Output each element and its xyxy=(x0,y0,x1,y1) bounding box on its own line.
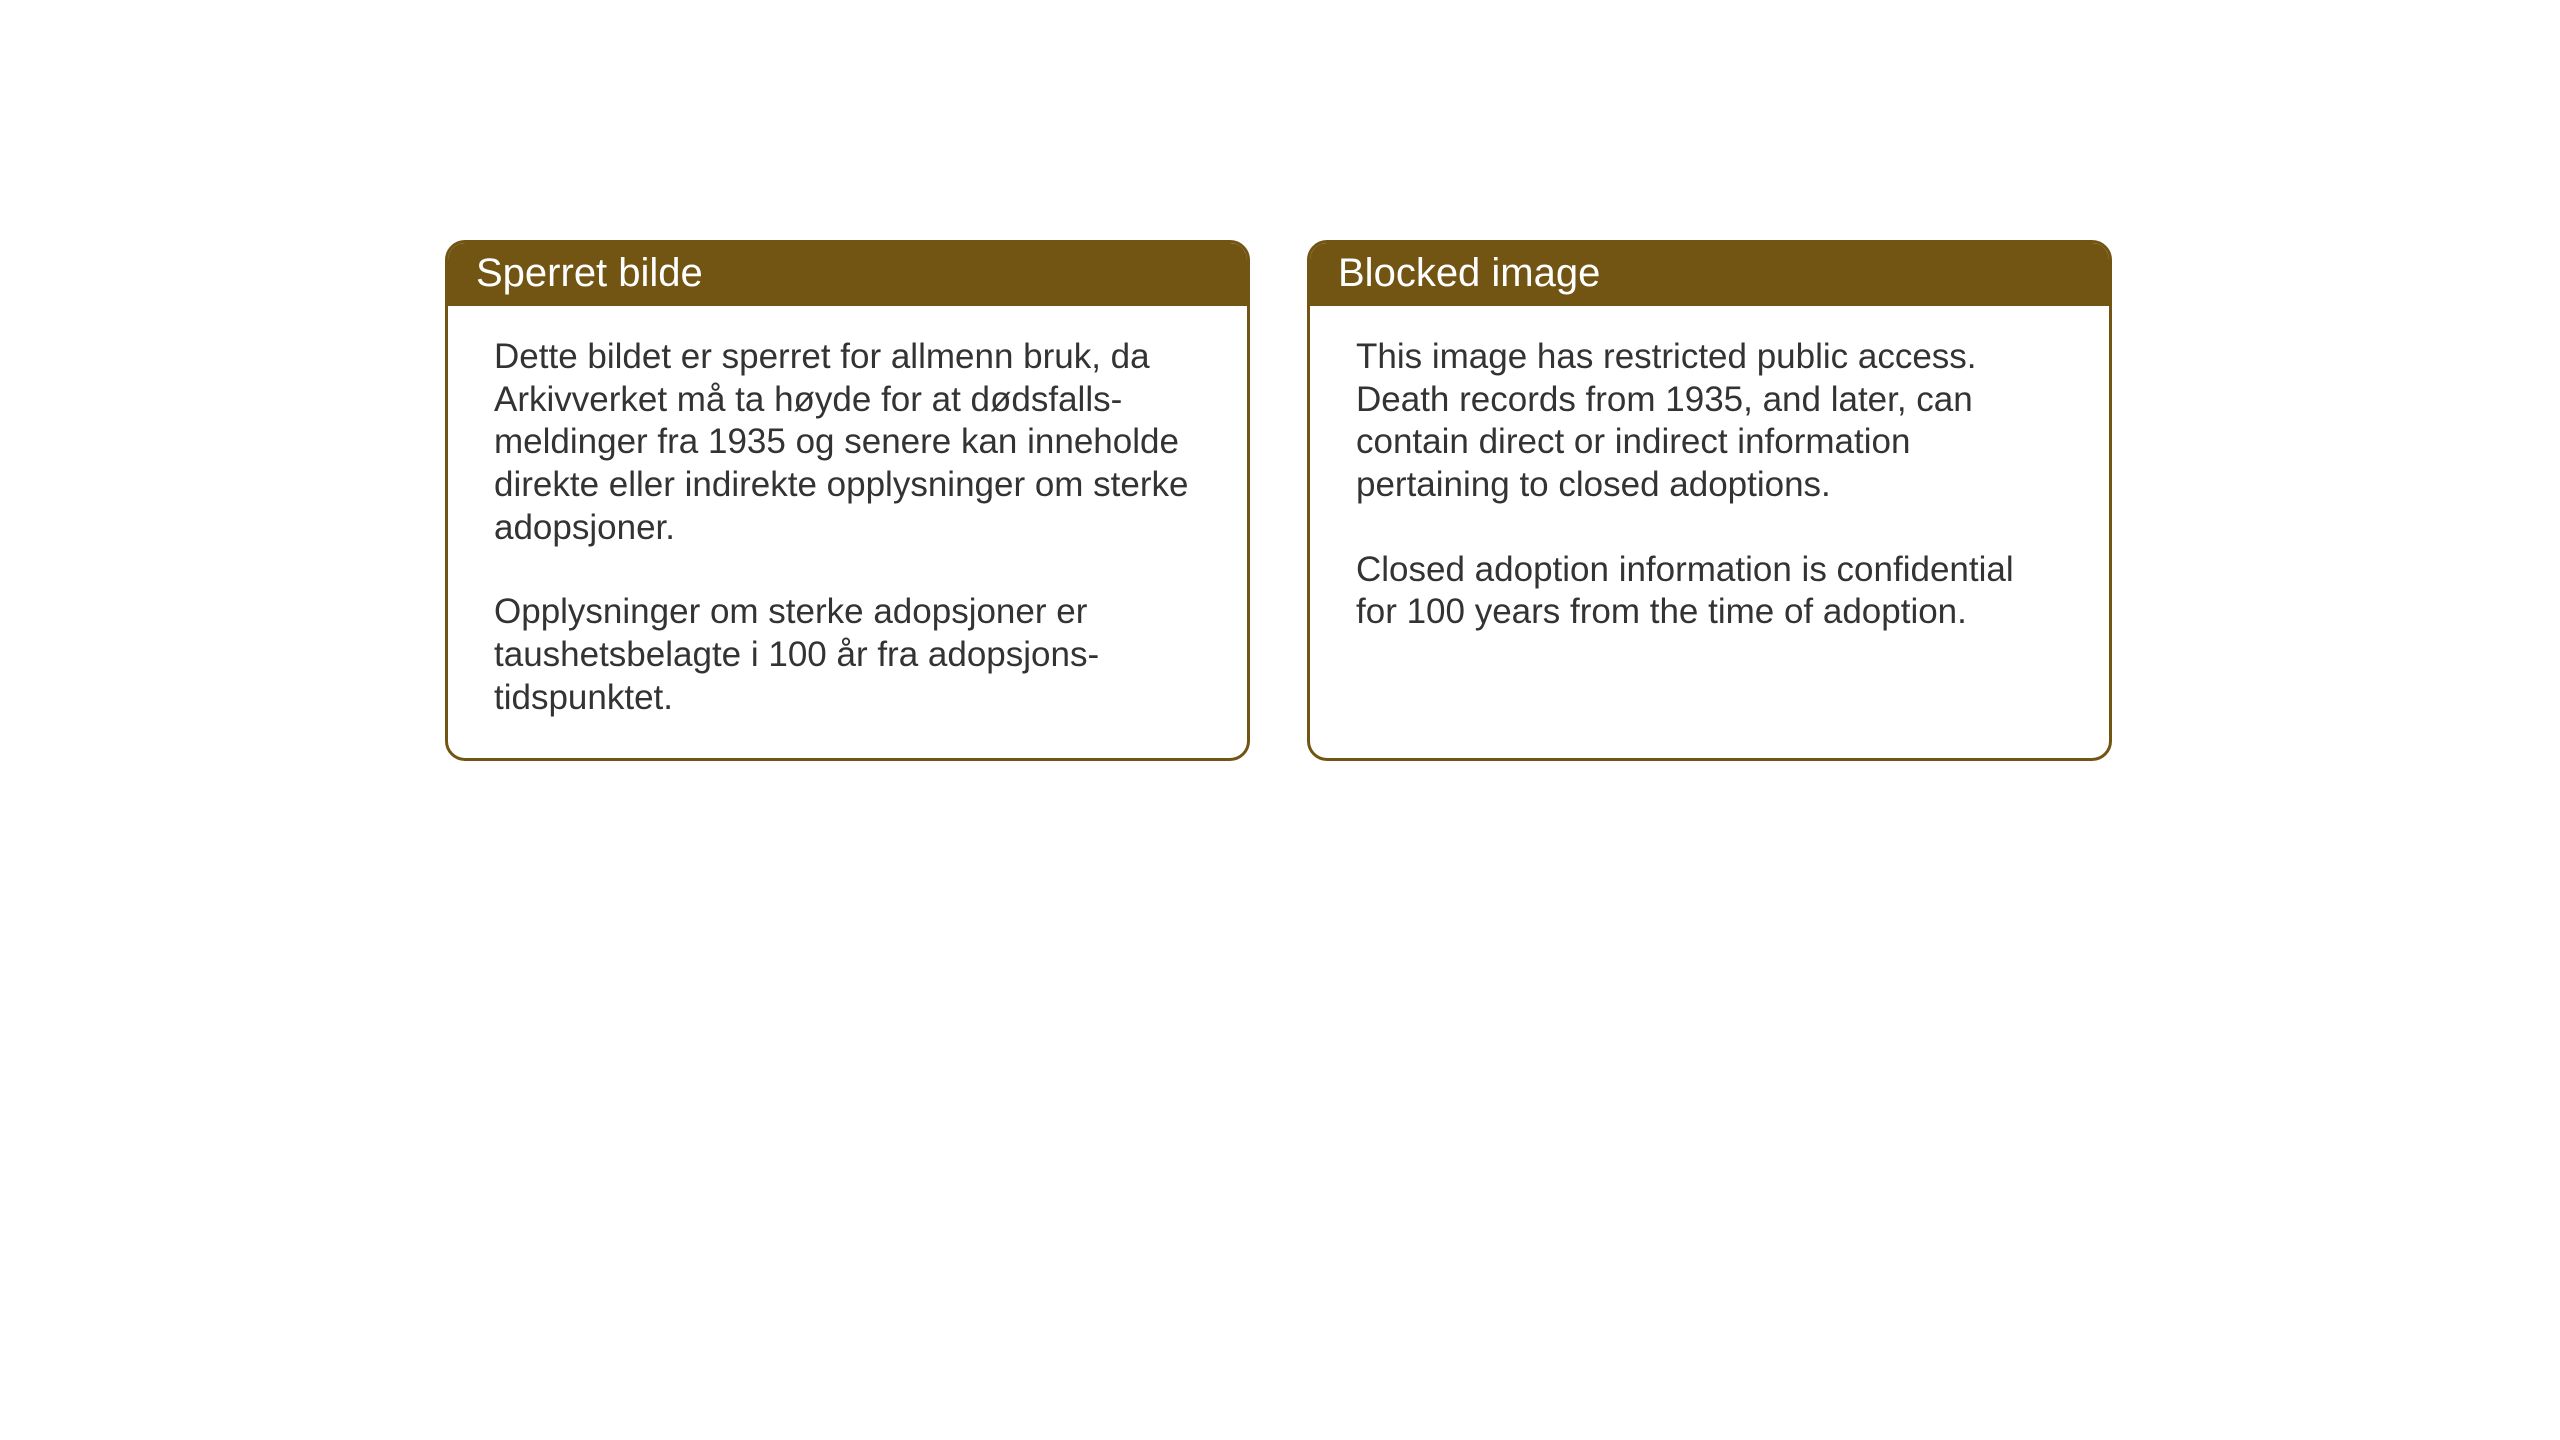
card-norwegian-paragraph-1: Dette bildet er sperret for allmenn bruk… xyxy=(494,336,1201,549)
card-norwegian-header: Sperret bilde xyxy=(448,243,1247,306)
card-english-paragraph-2: Closed adoption information is confident… xyxy=(1356,549,2063,634)
card-english: Blocked image This image has restricted … xyxy=(1307,240,2112,761)
card-english-header: Blocked image xyxy=(1310,243,2109,306)
card-norwegian-body: Dette bildet er sperret for allmenn bruk… xyxy=(448,306,1247,758)
card-norwegian-paragraph-2: Opplysninger om sterke adopsjoner er tau… xyxy=(494,591,1201,719)
card-english-paragraph-1: This image has restricted public access.… xyxy=(1356,336,2063,507)
cards-container: Sperret bilde Dette bildet er sperret fo… xyxy=(445,240,2112,761)
card-norwegian: Sperret bilde Dette bildet er sperret fo… xyxy=(445,240,1250,761)
card-english-title: Blocked image xyxy=(1338,251,1600,295)
card-norwegian-title: Sperret bilde xyxy=(476,251,703,295)
card-english-body: This image has restricted public access.… xyxy=(1310,306,2109,672)
